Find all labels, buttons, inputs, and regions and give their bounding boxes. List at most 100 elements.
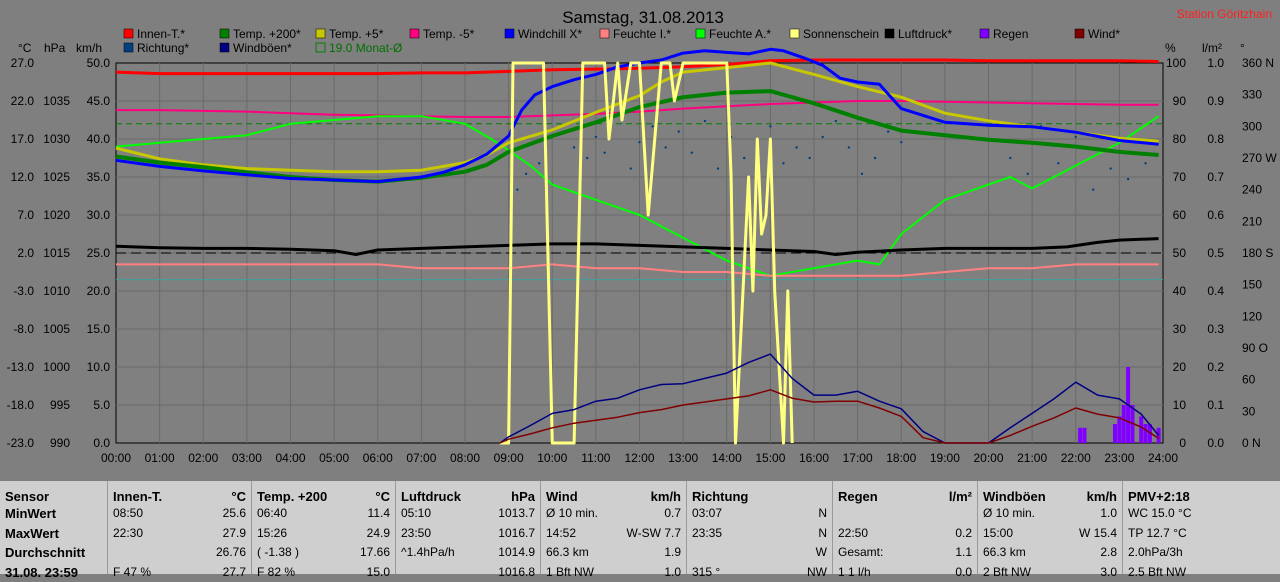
direction-point bbox=[769, 125, 771, 127]
y-tick-label-humidity_pct: 80 bbox=[1173, 132, 1187, 146]
direction-point bbox=[782, 162, 784, 164]
stats-gust-avg10-label: Ø 10 min. bbox=[983, 504, 1035, 524]
y-tick-label-rain_lm2: 1.0 bbox=[1207, 56, 1224, 70]
stats-innen-min: 25.6 bbox=[223, 504, 246, 524]
stats-pressure-min-time: 05:10 bbox=[401, 504, 431, 524]
x-tick-label: 10:00 bbox=[537, 451, 567, 465]
stats-wind-bft: 1 Bft NW bbox=[546, 563, 594, 582]
stats-direction-degrees: 315 ° bbox=[692, 563, 720, 582]
stats-pressure-trend: ^1.4hPa/h bbox=[401, 543, 455, 563]
y-tick-label-pressure_hpa: 1010 bbox=[43, 284, 70, 298]
direction-point bbox=[808, 157, 810, 159]
stats-pmv-dewpoint: TP 12.7 °C bbox=[1128, 524, 1187, 544]
x-tick-label: 09:00 bbox=[494, 451, 524, 465]
legend-label: 19.0 Monat-Ø bbox=[329, 41, 402, 55]
unit-kmh: km/h bbox=[76, 41, 102, 55]
legend-swatch bbox=[696, 29, 705, 38]
y-tick-label-humidity_pct: 10 bbox=[1173, 398, 1187, 412]
legend-swatch bbox=[124, 43, 133, 52]
y-tick-label-temp_c: 22.0 bbox=[11, 94, 35, 108]
stats-pmv-column: PMV+2:18 WC 15.0 °C TP 12.7 °C 2.0hPa/3h… bbox=[1123, 481, 1280, 574]
y-tick-label-humidity_pct: 30 bbox=[1173, 322, 1187, 336]
stats-pressure-max-time: 23:50 bbox=[401, 524, 431, 544]
legend-swatch bbox=[410, 29, 419, 38]
legend-label: Feuchte A.* bbox=[709, 27, 771, 41]
x-tick-label: 13:00 bbox=[668, 451, 698, 465]
x-tick-label: 05:00 bbox=[319, 451, 349, 465]
direction-point bbox=[900, 141, 902, 143]
legend-swatch bbox=[980, 29, 989, 38]
x-tick-label: 18:00 bbox=[886, 451, 916, 465]
stats-current-label: 31.08. 23:59 bbox=[5, 563, 78, 582]
direction-point bbox=[1127, 178, 1129, 180]
rain-bar bbox=[1113, 424, 1117, 443]
legend-label: Richtung* bbox=[137, 41, 189, 55]
stats-rain-total: 1.1 bbox=[955, 543, 972, 563]
y-tick-label-direction: 90 O bbox=[1242, 341, 1268, 355]
rain-bar bbox=[1117, 416, 1121, 443]
y-tick-label-humidity_pct: 50 bbox=[1173, 246, 1187, 260]
y-tick-label-temp_c: -3.0 bbox=[13, 284, 34, 298]
stats-pmv-windchill: WC 15.0 °C bbox=[1128, 504, 1191, 524]
direction-point bbox=[638, 141, 640, 143]
direction-point bbox=[573, 146, 575, 148]
y-tick-label-direction: 30 bbox=[1242, 404, 1256, 418]
y-tick-label-temp_c: 17.0 bbox=[11, 132, 35, 146]
stats-pressure-unit: hPa bbox=[511, 484, 535, 504]
x-tick-label: 02:00 bbox=[188, 451, 218, 465]
direction-point bbox=[664, 146, 666, 148]
stats-rain-total-label: Gesamt: bbox=[838, 543, 883, 563]
stats-gust-max: W 15.4 bbox=[1079, 524, 1117, 544]
stats-gust-bft: 2 Bft NW bbox=[983, 563, 1031, 582]
stats-direction-current: NW bbox=[807, 563, 827, 582]
y-tick-label-temp_c: 2.0 bbox=[17, 246, 34, 260]
direction-point bbox=[630, 167, 632, 169]
y-tick-label-temp_c: -18.0 bbox=[7, 398, 35, 412]
stats-wind-max: W-SW 7.7 bbox=[627, 524, 681, 544]
legend-swatch bbox=[220, 29, 229, 38]
legend-swatch bbox=[316, 29, 325, 38]
stats-wind-max-time: 14:52 bbox=[546, 524, 576, 544]
stats-gust-unit: km/h bbox=[1087, 484, 1117, 504]
y-tick-label-humidity_pct: 100 bbox=[1166, 56, 1186, 70]
direction-point bbox=[743, 157, 745, 159]
stats-rain-max-time: 22:50 bbox=[838, 524, 868, 544]
y-tick-label-direction: 330 bbox=[1242, 88, 1262, 102]
stats-innen-current: 27.7 bbox=[223, 563, 246, 582]
direction-point bbox=[704, 120, 706, 122]
direction-point bbox=[525, 173, 527, 175]
legend-label: Innen-T.* bbox=[137, 27, 185, 41]
unit-hpa: hPa bbox=[44, 41, 66, 55]
legend-label: Feuchte I.* bbox=[613, 27, 671, 41]
stats-innen-header: Innen-T. bbox=[113, 484, 162, 504]
stats-temp-header: Temp. +200 bbox=[257, 484, 327, 504]
direction-point bbox=[1075, 136, 1077, 138]
y-tick-label-wind_kmh: 30.0 bbox=[87, 208, 111, 222]
stats-temp-unit: °C bbox=[375, 484, 390, 504]
y-tick-label-pressure_hpa: 1015 bbox=[43, 246, 70, 260]
stats-temp-min-time: 06:40 bbox=[257, 504, 287, 524]
stats-temp-max: 24.9 bbox=[367, 524, 390, 544]
stats-innen-max: 27.9 bbox=[223, 524, 246, 544]
direction-point bbox=[651, 125, 653, 127]
y-tick-label-wind_kmh: 45.0 bbox=[87, 94, 111, 108]
stats-wind-avg10: 0.7 bbox=[664, 504, 681, 524]
y-tick-label-direction: 210 bbox=[1242, 214, 1262, 228]
stats-wind-avg10-label: Ø 10 min. bbox=[546, 504, 598, 524]
x-tick-label: 11:00 bbox=[581, 451, 610, 465]
legend-swatch bbox=[505, 29, 514, 38]
x-tick-label: 00:00 bbox=[101, 451, 131, 465]
x-tick-label: 19:00 bbox=[930, 451, 960, 465]
stats-direction-min: N bbox=[818, 504, 827, 524]
y-tick-label-temp_c: 27.0 bbox=[11, 56, 35, 70]
y-tick-label-pressure_hpa: 1020 bbox=[43, 208, 70, 222]
direction-point bbox=[678, 130, 680, 132]
legend-label: Luftdruck* bbox=[898, 27, 952, 41]
stats-wind-header: Wind bbox=[546, 484, 578, 504]
stats-sensor-header: Sensor bbox=[5, 484, 49, 504]
